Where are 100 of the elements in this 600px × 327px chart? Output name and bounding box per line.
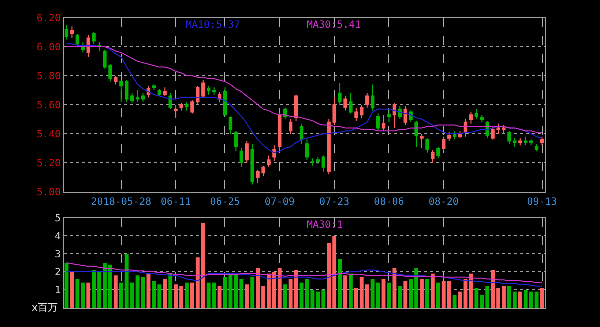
y-tick-label: 4: [54, 232, 61, 243]
bar: [392, 268, 397, 308]
bar: [540, 288, 544, 308]
y-tick-label: 5.00: [36, 188, 61, 198]
bar: [218, 286, 222, 308]
line-series: [66, 270, 543, 287]
candlestick: [174, 104, 178, 119]
y-tick-label: 5.80: [36, 72, 61, 82]
candlestick: [185, 102, 189, 112]
bar: [163, 279, 168, 308]
line-series: [66, 46, 543, 134]
bar: [245, 284, 250, 308]
candlestick: [540, 136, 544, 146]
candlestick: [250, 144, 254, 186]
candlestick: [442, 136, 446, 152]
candlestick: [245, 140, 249, 164]
x-tick-label: 07-23: [320, 197, 350, 208]
candlestick: [152, 84, 156, 91]
y-tick-label: 3: [54, 250, 61, 261]
candlestick: [469, 112, 474, 124]
candlestick: [289, 119, 293, 134]
candlestick: [480, 114, 484, 123]
y-tick-label: 6.00: [36, 42, 61, 54]
line-series: [66, 44, 543, 154]
bar: [344, 276, 348, 308]
bar: [518, 292, 522, 308]
y-tick-label: 5.20: [36, 158, 61, 170]
candlestick: [300, 123, 304, 145]
bar: [430, 274, 435, 308]
candlestick: [130, 92, 134, 104]
bar: [348, 274, 353, 308]
candlestick: [322, 155, 326, 172]
candlestick: [240, 148, 244, 168]
candlestick: [120, 80, 124, 103]
candlestick: [387, 110, 392, 123]
candlestick: [426, 138, 430, 154]
bar: [283, 284, 288, 308]
bar: [185, 282, 189, 308]
candlestick: [64, 24, 69, 40]
candlestick: [344, 96, 348, 112]
bar: [404, 281, 408, 308]
candlestick: [158, 88, 162, 97]
candlestick: [310, 158, 315, 166]
bar: [70, 272, 74, 308]
candlestick: [448, 132, 452, 142]
candlestick: [168, 92, 172, 110]
candlestick: [228, 116, 233, 134]
candlestick: [392, 103, 397, 129]
candlestick: [338, 82, 342, 106]
y-tick-label: 2: [54, 268, 61, 279]
bar: [452, 295, 457, 308]
candlestick: [518, 138, 522, 146]
candlestick: [70, 26, 74, 39]
x-tick-label: 06-11: [160, 197, 192, 208]
bar: [168, 274, 173, 308]
candlestick: [234, 130, 238, 152]
bar: [426, 279, 430, 308]
bar: [114, 276, 118, 308]
candlestick: [370, 84, 375, 112]
candlestick: [163, 87, 167, 97]
y-axis-title: x百万: [32, 303, 58, 314]
candlestick: [114, 76, 118, 86]
candlestick: [212, 87, 216, 96]
x-tick-label: 07-09: [264, 197, 295, 208]
text: MA30:5.41: [307, 20, 362, 31]
candlestick: [534, 144, 539, 152]
candlestick: [92, 32, 96, 45]
text: MA30:1: [307, 220, 344, 231]
candlestick: [524, 136, 528, 146]
candlestick: [180, 103, 184, 112]
candlestick: [294, 94, 298, 122]
candlestick: [474, 108, 479, 120]
candlestick: [316, 156, 320, 165]
text: MA10:5.37: [186, 20, 240, 31]
bar: [420, 279, 424, 308]
candlestick: [436, 146, 440, 160]
y-tick-label: 5: [54, 214, 61, 225]
y-tick-label: 5.40: [36, 130, 61, 140]
candlestick: [349, 92, 353, 114]
x-tick-label: 2018-05-28: [91, 197, 152, 208]
x-tick-label: 08-06: [374, 197, 404, 208]
candlestick: [414, 120, 418, 148]
candlestick: [141, 92, 146, 103]
bar: [250, 277, 255, 308]
line-series: [66, 262, 543, 284]
candlestick: [431, 149, 435, 164]
bar: [436, 282, 440, 308]
candlestick: [76, 33, 80, 48]
candlestick: [530, 139, 534, 146]
candlestick: [207, 86, 211, 96]
candlestick: [136, 90, 140, 103]
candlestick: [125, 80, 129, 103]
candlestick: [420, 134, 424, 149]
candlestick: [366, 92, 370, 108]
bar: [398, 286, 402, 308]
y-tick-label: 6.20: [36, 14, 61, 24]
candlestick: [278, 112, 282, 150]
x-tick-label: 08-20: [428, 197, 459, 208]
bar: [338, 259, 342, 308]
bar: [86, 282, 91, 308]
